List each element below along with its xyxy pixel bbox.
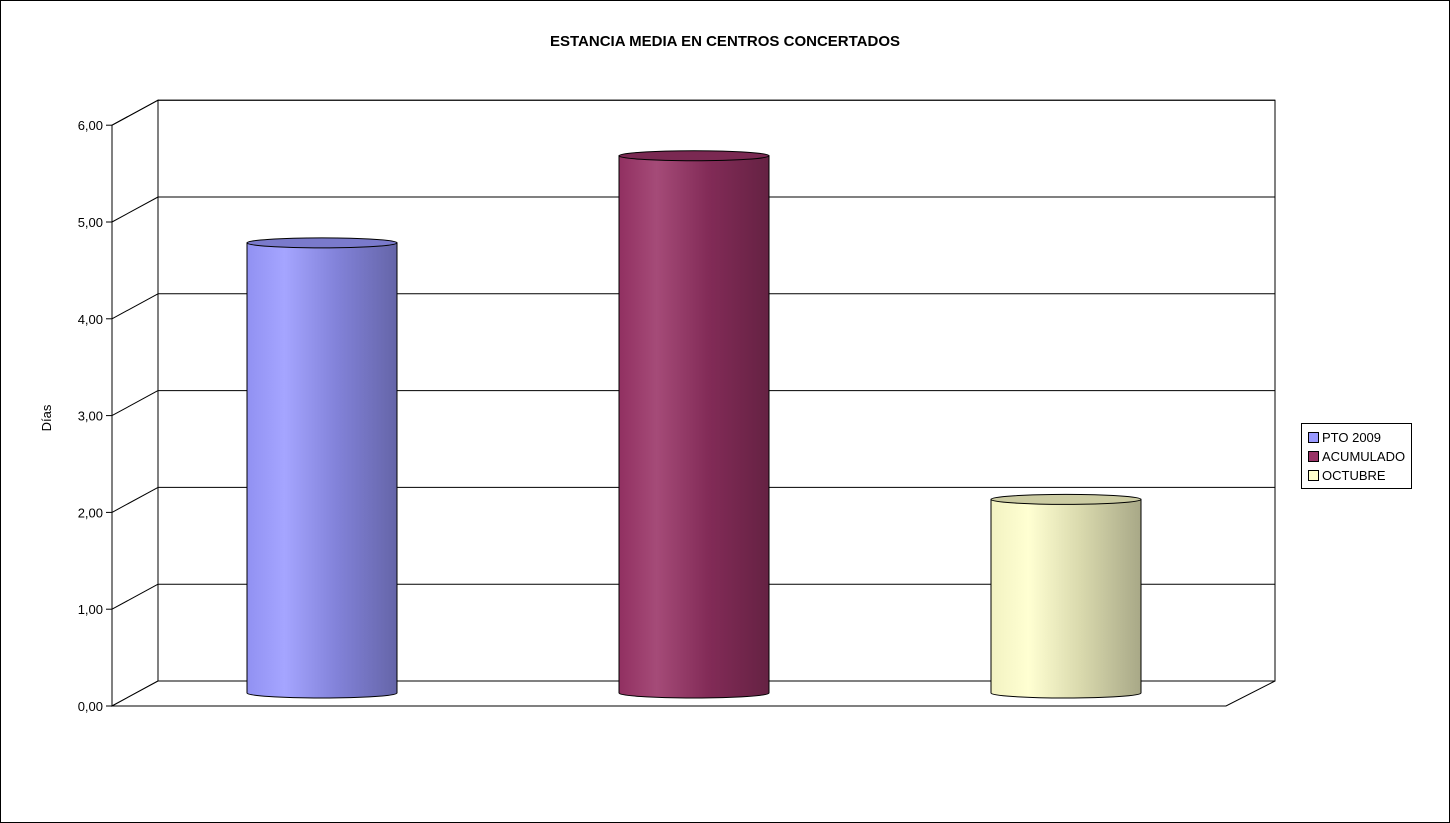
legend: PTO 2009 ACUMULADO OCTUBRE <box>1301 423 1413 489</box>
legend-label: ACUMULADO <box>1322 449 1406 464</box>
bar-body <box>618 155 770 699</box>
legend-label: PTO 2009 <box>1322 430 1382 445</box>
legend-swatch <box>1308 451 1319 462</box>
legend-item: OCTUBRE <box>1308 466 1405 485</box>
gridline-side <box>111 99 159 126</box>
bar-top <box>618 150 770 162</box>
gridline-side <box>111 486 159 513</box>
gridline-side <box>111 196 159 223</box>
gridline-side <box>111 293 159 320</box>
bars <box>246 150 1142 699</box>
y-tick-label: 2,00 <box>78 505 103 520</box>
bar-body <box>990 498 1142 699</box>
y-axis-title: Días <box>39 404 54 431</box>
y-tick-label: 5,00 <box>78 215 103 230</box>
y-tick-label: 0,00 <box>78 699 103 714</box>
legend-item: ACUMULADO <box>1308 447 1405 466</box>
y-tick-label: 3,00 <box>78 409 103 424</box>
legend-swatch <box>1308 470 1319 481</box>
gridline-side <box>111 583 159 610</box>
legend-item: PTO 2009 <box>1308 428 1405 447</box>
bar-top <box>990 493 1142 505</box>
bar-top <box>246 237 398 249</box>
bar-body <box>246 242 398 699</box>
y-tick-label: 4,00 <box>78 312 103 327</box>
bar-octubre <box>990 493 1142 699</box>
chart-title: ESTANCIA MEDIA EN CENTROS CONCERTADOS <box>549 33 900 50</box>
y-tick-label: 6,00 <box>78 118 103 133</box>
y-axis: 0,00 1,00 2,00 3,00 4,00 5,00 6,00 <box>78 118 113 714</box>
gridline-side <box>111 390 159 417</box>
y-tick-label: 1,00 <box>78 602 103 617</box>
legend-label: OCTUBRE <box>1322 468 1386 483</box>
bar-acumulado <box>618 150 770 699</box>
bar-pto-2009 <box>246 237 398 699</box>
legend-swatch <box>1308 432 1319 443</box>
